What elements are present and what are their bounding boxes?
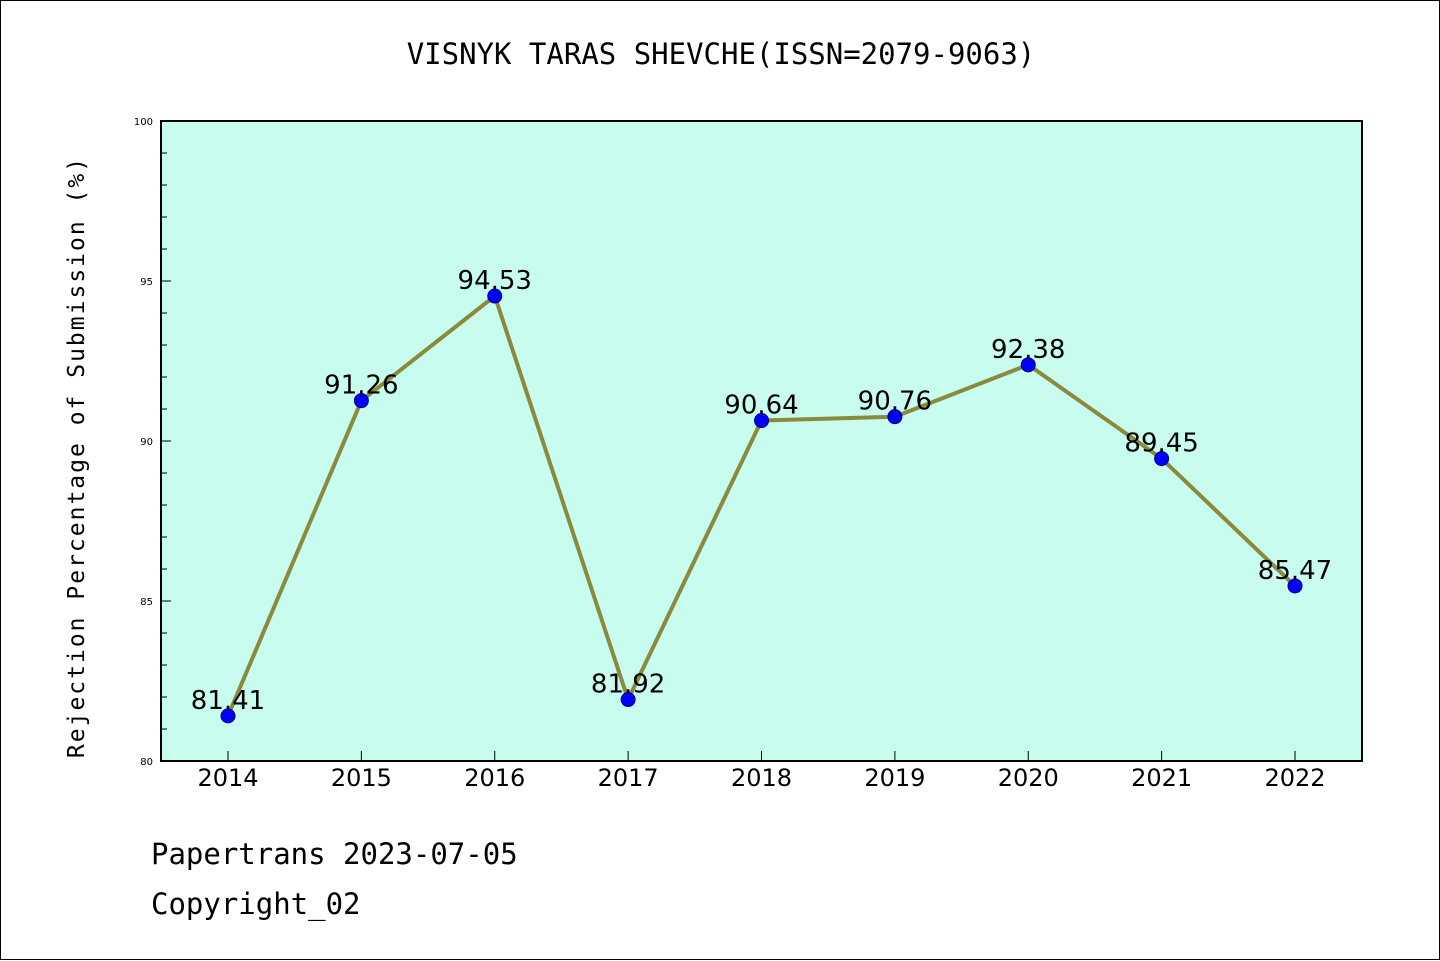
data-point xyxy=(1020,357,1036,373)
data-label: 91.26 xyxy=(324,371,398,401)
x-axis-ticks: 2014 2015 2016 2017 2018 2019 2020 2021 2022 xyxy=(197,751,1326,792)
x-tick-label: 2017 xyxy=(598,764,659,792)
chart-title: VISNYK TARAS SHEVCHE(ISSN=2079-9063) xyxy=(406,37,1036,71)
x-tick-label: 2019 xyxy=(864,764,925,792)
data-point xyxy=(487,288,503,304)
x-tick-label: 2018 xyxy=(731,764,792,792)
data-point xyxy=(220,708,236,724)
data-point xyxy=(1154,451,1170,467)
data-markers xyxy=(220,288,1303,724)
data-label: 85.47 xyxy=(1258,556,1332,586)
data-label: 90.76 xyxy=(858,387,932,417)
plot-border xyxy=(160,120,1363,762)
data-label: 94.53 xyxy=(458,266,532,296)
data-label: 81.41 xyxy=(191,686,265,716)
x-tick-label: 2016 xyxy=(464,764,525,792)
y-tick-label: 95 xyxy=(140,277,153,288)
y-tick-label: 90 xyxy=(140,437,153,448)
data-point xyxy=(620,692,636,708)
y-axis-ticks: 80 85 90 95 100 xyxy=(134,117,171,768)
x-tick-label: 2021 xyxy=(1131,764,1192,792)
data-label: 90.64 xyxy=(724,391,798,421)
x-tick-label: 2014 xyxy=(197,764,258,792)
data-label: 92.38 xyxy=(991,335,1065,365)
data-label: 81.92 xyxy=(591,670,665,700)
footer-source: Papertrans 2023-07-05 xyxy=(151,837,518,871)
data-point xyxy=(1287,578,1303,594)
x-tick-label: 2015 xyxy=(331,764,392,792)
data-point xyxy=(887,409,903,425)
x-tick-label: 2022 xyxy=(1264,764,1325,792)
data-point xyxy=(353,393,369,409)
footer-copyright: Copyright_02 xyxy=(151,887,361,921)
data-label: 89.45 xyxy=(1124,429,1198,459)
data-point xyxy=(754,413,769,429)
y-tick-label: 85 xyxy=(140,597,153,608)
x-tick-label: 2020 xyxy=(998,764,1059,792)
plot-area xyxy=(161,121,1362,761)
data-labels: 81.41 91.26 94.53 81.92 90.64 90.76 92.38 89.45… xyxy=(191,266,1332,716)
y-tick-label: 80 xyxy=(140,757,153,768)
y-tick-label: 100 xyxy=(134,117,153,128)
